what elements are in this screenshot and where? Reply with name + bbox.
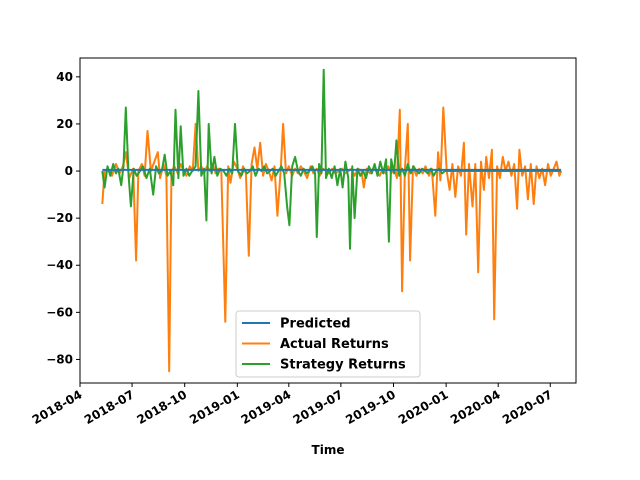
x-axis-label: Time bbox=[312, 443, 345, 457]
legend-label: Actual Returns bbox=[280, 337, 389, 352]
x-tick-label: 2019-04 bbox=[239, 387, 294, 427]
y-tick-label: −40 bbox=[46, 258, 73, 272]
legend-box bbox=[235, 310, 421, 378]
x-tick-label: 2018-07 bbox=[82, 387, 137, 427]
plot-frame bbox=[79, 57, 577, 384]
x-axis: 2018-042018-072018-102019-012019-042019-… bbox=[30, 383, 555, 427]
x-tick-label: 2019-07 bbox=[291, 387, 346, 427]
x-tick-label: 2019-10 bbox=[343, 387, 398, 427]
plot-area bbox=[79, 57, 577, 384]
x-tick-label: 2018-10 bbox=[134, 387, 189, 427]
x-tick-label: 2019-01 bbox=[187, 387, 242, 427]
legend-label: Strategy Returns bbox=[280, 358, 406, 373]
y-tick-label: −80 bbox=[46, 352, 73, 366]
x-tick-label: 2018-04 bbox=[30, 387, 85, 427]
x-tick-label: 2020-07 bbox=[500, 387, 555, 427]
y-tick-label: −20 bbox=[46, 211, 73, 225]
series-layer bbox=[101, 68, 563, 373]
x-tick-label: 2020-01 bbox=[396, 387, 451, 427]
y-tick-label: 40 bbox=[56, 70, 73, 84]
legend-label: Predicted bbox=[280, 317, 351, 332]
legend: Predicted Actual Returns Strategy Returns bbox=[235, 310, 421, 378]
y-axis: 40 20 0 −20 −40 −60 −80 bbox=[46, 70, 80, 366]
y-tick-label: −60 bbox=[46, 305, 73, 319]
y-tick-label: 20 bbox=[56, 117, 73, 131]
x-tick-label: 2020-04 bbox=[448, 387, 503, 427]
series-line-strategy-returns bbox=[101, 68, 562, 250]
y-tick-label: 0 bbox=[65, 164, 73, 178]
